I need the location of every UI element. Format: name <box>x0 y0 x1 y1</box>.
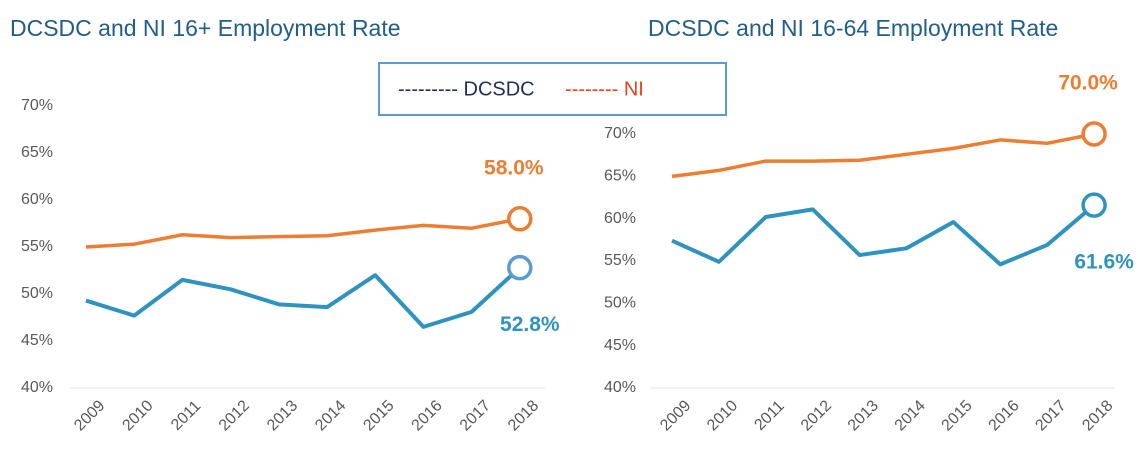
x-tick-label: 2009 <box>657 397 694 434</box>
legend-entry: -------- NI <box>565 78 644 100</box>
chart-title: DCSDC and NI 16+ Employment Rate <box>10 15 401 41</box>
x-tick-label: 2014 <box>892 397 929 434</box>
x-tick-label: 2010 <box>704 397 741 434</box>
y-tick-label: 65% <box>604 168 636 185</box>
end-marker <box>507 254 533 281</box>
y-tick-label: 60% <box>21 191 53 208</box>
x-tick-label: 2017 <box>1032 397 1069 434</box>
x-tick-label: 2014 <box>312 397 349 434</box>
series-line <box>671 132 1095 179</box>
y-tick-label: 40% <box>21 379 53 396</box>
x-tick-label: 2017 <box>457 397 494 434</box>
y-tick-label: 40% <box>604 379 636 396</box>
x-tick-label: 2013 <box>264 397 301 434</box>
series-line <box>671 203 1096 267</box>
legend-entry: --------- DCSDC <box>398 78 535 100</box>
series-line <box>85 217 521 249</box>
data-label: 61.6% <box>1074 251 1134 274</box>
y-tick-label: 65% <box>21 144 53 161</box>
y-tick-label: 70% <box>21 97 53 114</box>
x-tick-label: 2016 <box>986 397 1023 434</box>
data-label: 70.0% <box>1058 72 1118 95</box>
x-tick-label: 2012 <box>798 397 835 434</box>
x-tick-label: 2015 <box>939 397 976 434</box>
x-tick-label: 2011 <box>751 398 787 434</box>
y-tick-label: 45% <box>21 332 53 349</box>
x-tick-label: 2015 <box>360 397 397 434</box>
x-tick-label: 2010 <box>119 397 156 434</box>
y-tick-label: 55% <box>604 252 636 269</box>
y-tick-label: 45% <box>604 337 636 354</box>
x-tick-label: 2009 <box>71 397 108 434</box>
chart-title: DCSDC and NI 16-64 Employment Rate <box>648 15 1058 41</box>
end-marker <box>507 206 533 232</box>
end-marker <box>1081 121 1107 147</box>
y-tick-label: 55% <box>21 238 53 255</box>
y-tick-label: 50% <box>604 295 636 312</box>
x-tick-label: 2012 <box>216 397 253 434</box>
data-label: 52.8% <box>500 313 560 336</box>
y-tick-label: 60% <box>604 210 636 227</box>
data-label: 58.0% <box>484 156 544 179</box>
series-line <box>85 266 522 329</box>
end-marker <box>1081 192 1107 218</box>
x-tick-label: 2013 <box>845 397 882 434</box>
y-tick-label: 70% <box>604 125 636 142</box>
y-tick-label: 50% <box>21 285 53 302</box>
x-tick-label: 2018 <box>505 397 542 434</box>
legend-box <box>378 62 727 116</box>
x-tick-label: 2016 <box>409 397 446 434</box>
x-tick-label: 2011 <box>168 398 204 434</box>
x-tick-label: 2018 <box>1079 397 1116 434</box>
